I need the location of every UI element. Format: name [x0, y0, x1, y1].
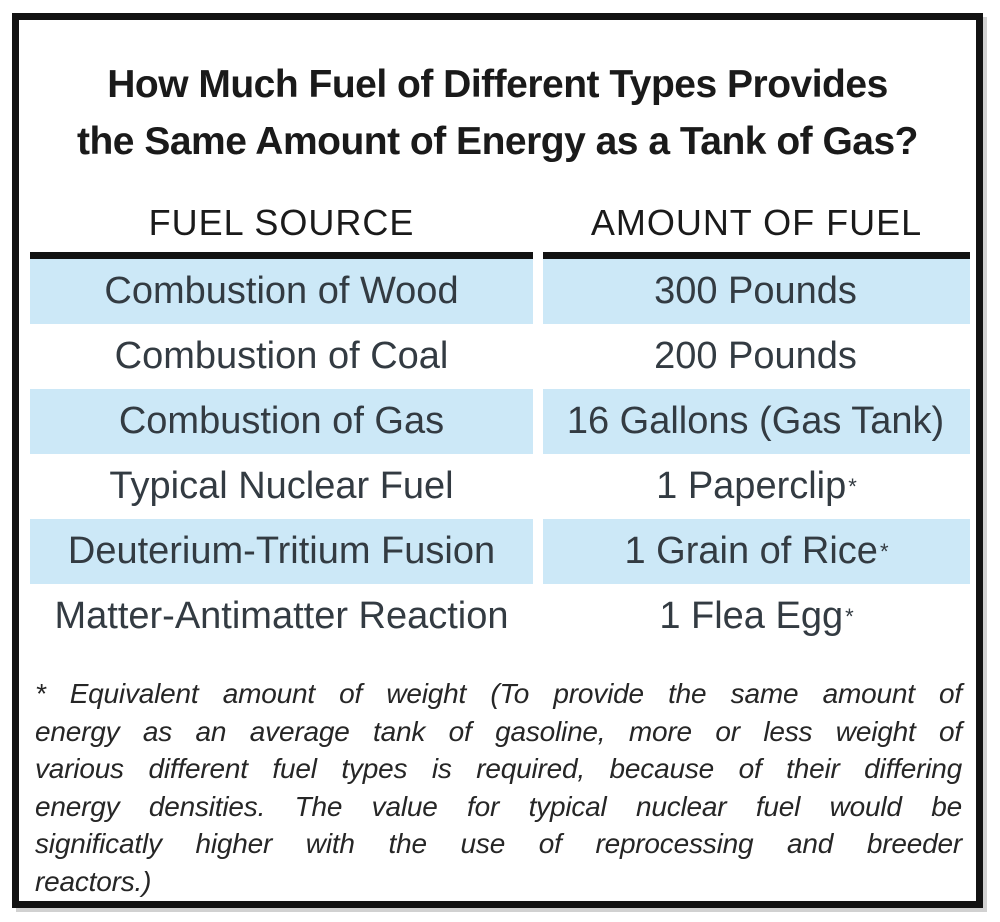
amount-value: 1 Grain of Rice — [624, 530, 878, 572]
figure-title-line2: the Same Amount of Energy as a Tank of G… — [76, 120, 919, 163]
footnote-line: energy densities. The value for typical … — [35, 790, 962, 822]
table-row: Combustion of Wood 300 Pounds — [30, 259, 970, 324]
column-gutter — [533, 200, 543, 246]
fuel-source-cell: Typical Nuclear Fuel — [109, 465, 454, 507]
column-header-amount-of-fuel: AMOUNT OF FUEL — [590, 202, 923, 243]
column-gutter — [533, 519, 543, 584]
fuel-source-cell: Matter-Antimatter Reaction — [54, 595, 509, 637]
figure-frame: How Much Fuel of Different Types Provide… — [12, 13, 983, 908]
column-gutter — [533, 324, 543, 389]
fuel-source-cell: Combustion of Wood — [30, 259, 533, 324]
footnote: * Equivalent amount of weight (To provide… — [35, 675, 962, 900]
fuel-source-cell: Combustion of Gas — [30, 389, 533, 454]
fuel-table: Combustion of Wood 300 Pounds Combustion… — [19, 259, 976, 649]
footnote-line: significatly higher with the use of repr… — [35, 828, 962, 859]
footnote-line: energy as an average tank of gasoline, m… — [35, 715, 962, 747]
header-rule-right — [543, 252, 970, 259]
column-header-fuel-source: FUEL SOURCE — [148, 202, 415, 243]
figure-title-line1: How Much Fuel of Different Types Provide… — [107, 63, 888, 106]
column-gutter — [533, 584, 543, 649]
amount-cell: 300 Pounds — [543, 259, 970, 324]
fuel-source-cell: Combustion of Coal — [114, 335, 449, 377]
amount-value: 300 Pounds — [654, 270, 857, 312]
figure-title: How Much Fuel of Different Types Provide… — [19, 56, 976, 170]
amount-cell: 16 Gallons (Gas Tank) — [543, 389, 970, 454]
amount-cell: 1 Grain of Rice * — [543, 519, 970, 584]
table-header-row: FUEL SOURCE AMOUNT OF FUEL — [30, 200, 970, 246]
fuel-source-cell: Deuterium-Tritium Fusion — [30, 519, 533, 584]
column-gutter — [533, 454, 543, 519]
table-row: Combustion of Coal 200 Pounds — [30, 324, 970, 389]
footnote-line: various different fuel types is required… — [35, 753, 962, 784]
column-gutter — [533, 389, 543, 454]
header-rule-gap — [533, 252, 543, 259]
header-rule — [30, 252, 970, 259]
table-row: Deuterium-Tritium Fusion 1 Grain of Rice… — [30, 519, 970, 584]
amount-value: 16 Gallons (Gas Tank) — [566, 400, 945, 442]
footnote-line-text: Equivalent amount of weight (To provide … — [69, 678, 962, 709]
header-rule-left — [30, 252, 533, 259]
amount-value: 200 Pounds — [654, 335, 857, 377]
table-row: Combustion of Gas 16 Gallons (Gas Tank) — [30, 389, 970, 454]
amount-cell: 1 Paperclip * — [656, 465, 857, 507]
footnote-line: reactors.) — [35, 865, 152, 897]
amount-value: 1 Paperclip — [656, 465, 847, 507]
table-row: Matter-Antimatter Reaction 1 Flea Egg * — [30, 584, 970, 649]
footnote-asterisk: * — [35, 678, 46, 709]
footnote-line: * Equivalent amount of weight (To provide… — [35, 675, 962, 713]
amount-cell: 200 Pounds — [543, 324, 970, 389]
column-gutter — [533, 259, 543, 324]
table-row: Typical Nuclear Fuel 1 Paperclip * — [30, 454, 970, 519]
amount-value: 1 Flea Egg — [659, 595, 844, 637]
amount-cell: 1 Flea Egg * — [659, 595, 854, 637]
